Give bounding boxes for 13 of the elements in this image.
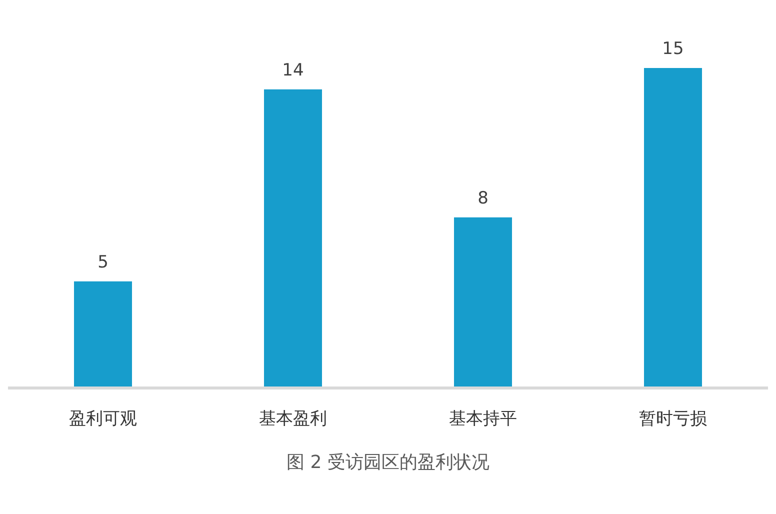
bar bbox=[644, 68, 702, 388]
x-tick-label: 基本持平 bbox=[449, 409, 517, 430]
data-label: 14 bbox=[282, 60, 304, 80]
data-label: 15 bbox=[662, 39, 684, 59]
bar bbox=[74, 281, 132, 388]
bar bbox=[454, 217, 512, 388]
bar bbox=[264, 89, 322, 388]
caption: 图 2 受访园区的盈利状况 bbox=[286, 451, 490, 474]
x-tick-label: 盈利可观 bbox=[69, 409, 137, 430]
data-label: 5 bbox=[98, 252, 108, 272]
data-label: 8 bbox=[478, 188, 488, 208]
x-tick-label: 基本盈利 bbox=[259, 409, 327, 430]
x-tick-label: 暂时亏损 bbox=[639, 409, 707, 430]
